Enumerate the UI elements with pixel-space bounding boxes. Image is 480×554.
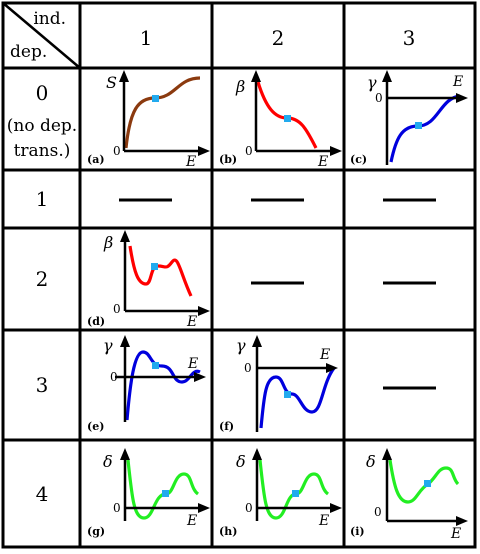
panel-tag-h: (h) [219, 525, 237, 538]
panel-tag-f: (f) [219, 420, 234, 433]
origin-e: 0 [110, 370, 118, 384]
origin-h: 0 [245, 501, 253, 515]
marker-d [151, 263, 158, 270]
xlabel-i: E [450, 526, 461, 542]
corner-label-dependent: dep. [10, 42, 47, 62]
marker-c [415, 122, 422, 129]
panel-tag-b: (b) [219, 153, 237, 166]
empty-cells [119, 198, 436, 390]
ylabel-d: β [103, 233, 113, 252]
axes-i [382, 448, 468, 526]
xlabel-a: E [185, 154, 196, 170]
axes-a [119, 70, 210, 156]
panel-g: δ E 0 (g) [87, 448, 210, 538]
corner-label-independent: ind. [33, 9, 66, 29]
panel-c: γ E 0 (c) [350, 70, 468, 166]
curve-a [124, 76, 201, 149]
ylabel-c: γ [367, 73, 377, 92]
panel-h: δ E 0 (h) [219, 448, 342, 538]
panel-f: γ E 0 (f) [219, 335, 338, 433]
panel-tag-d: (d) [87, 315, 105, 328]
panel-b: β E 0 (b) [219, 70, 342, 170]
marker-a [152, 95, 159, 102]
axes-h [252, 448, 342, 521]
axes-c [382, 70, 468, 165]
marker-i [424, 480, 431, 487]
axes-d [120, 230, 210, 316]
marker-h [292, 490, 299, 497]
marker-g [162, 490, 169, 497]
ylabel-f: γ [236, 336, 246, 355]
origin-g: 0 [113, 501, 121, 515]
ylabel-b: β [235, 77, 245, 96]
column-header-1: 1 [140, 26, 153, 50]
row-header-2: 2 [36, 267, 49, 291]
ylabel-a: S [106, 73, 117, 92]
row-header-3: 3 [36, 373, 49, 397]
axes-e [115, 335, 206, 422]
xlabel-f: E [319, 347, 330, 363]
column-header-2: 2 [272, 26, 285, 50]
panel-d: β E 0 (d) [87, 230, 210, 330]
panel-e: γ E 0 (e) [87, 335, 206, 433]
curve-c [389, 94, 461, 163]
row-header-0: 0 [36, 81, 49, 105]
row-header-4: 4 [36, 482, 49, 506]
ylabel-i: δ [366, 452, 376, 471]
axes-b [251, 70, 342, 156]
origin-f: 0 [244, 361, 252, 375]
curve-e [125, 350, 201, 421]
panel-a: S E 0 (a) [87, 70, 210, 170]
xlabel-b: E [317, 154, 328, 170]
axes-g [120, 448, 210, 521]
row-header-0-note-line2: trans.) [14, 141, 71, 161]
corner-diagonal [2, 2, 81, 69]
origin-d: 0 [113, 302, 121, 316]
marker-f [284, 391, 291, 398]
column-header-3: 3 [403, 26, 416, 50]
origin-b: 0 [245, 144, 253, 158]
curve-d [128, 245, 193, 297]
row-header-1: 1 [36, 187, 49, 211]
ylabel-e: γ [103, 336, 113, 355]
panel-tag-c: (c) [350, 153, 367, 166]
xlabel-e: E [187, 356, 198, 372]
panel-tag-a: (a) [87, 153, 105, 166]
xlabel-h: E [318, 513, 329, 529]
curve-f [259, 367, 336, 429]
panel-tag-i: (i) [350, 525, 365, 538]
panel-i: δ E 0 (i) [350, 448, 468, 542]
curve-g [126, 459, 200, 520]
axes-f [252, 335, 338, 432]
origin-c: 0 [375, 91, 383, 105]
ylabel-g: δ [103, 452, 113, 471]
ylabel-h: δ [236, 452, 246, 471]
xlabel-c: E [452, 74, 463, 90]
marker-e [152, 362, 159, 369]
xlabel-g: E [186, 513, 197, 529]
origin-a: 0 [113, 144, 121, 158]
marker-b [284, 115, 291, 122]
row-header-0-note-line1: (no dep. [7, 116, 77, 136]
panel-tag-e: (e) [87, 420, 104, 433]
panel-tag-g: (g) [87, 525, 105, 538]
xlabel-d: E [186, 314, 197, 330]
curve-h [258, 459, 330, 520]
origin-i: 0 [374, 505, 382, 519]
